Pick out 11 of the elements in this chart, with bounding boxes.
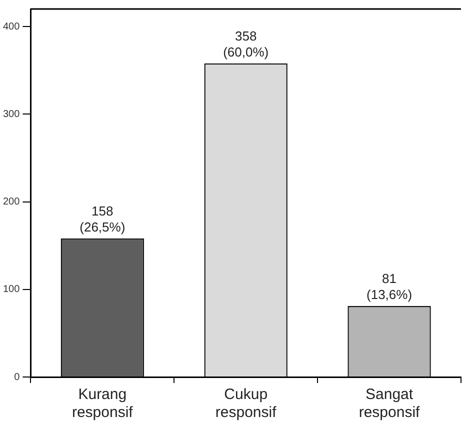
y-tick-label: 0	[14, 372, 20, 383]
x-tick-label: Cukup responsif	[215, 386, 278, 422]
y-tick-label: 200	[2, 196, 20, 208]
data-label: 158 (26,5%)	[80, 204, 126, 235]
y-tick-label: 400	[2, 21, 20, 32]
data-label: 81 (13,6%)	[366, 271, 412, 302]
x-tick-label: Sangat responsif	[358, 386, 421, 422]
y-tick-label: 100	[2, 284, 20, 296]
y-tick-label: 300	[2, 108, 20, 120]
x-tick-label: Kurang responsif	[72, 386, 134, 422]
data-label: 358 (60,0%)	[223, 28, 269, 60]
